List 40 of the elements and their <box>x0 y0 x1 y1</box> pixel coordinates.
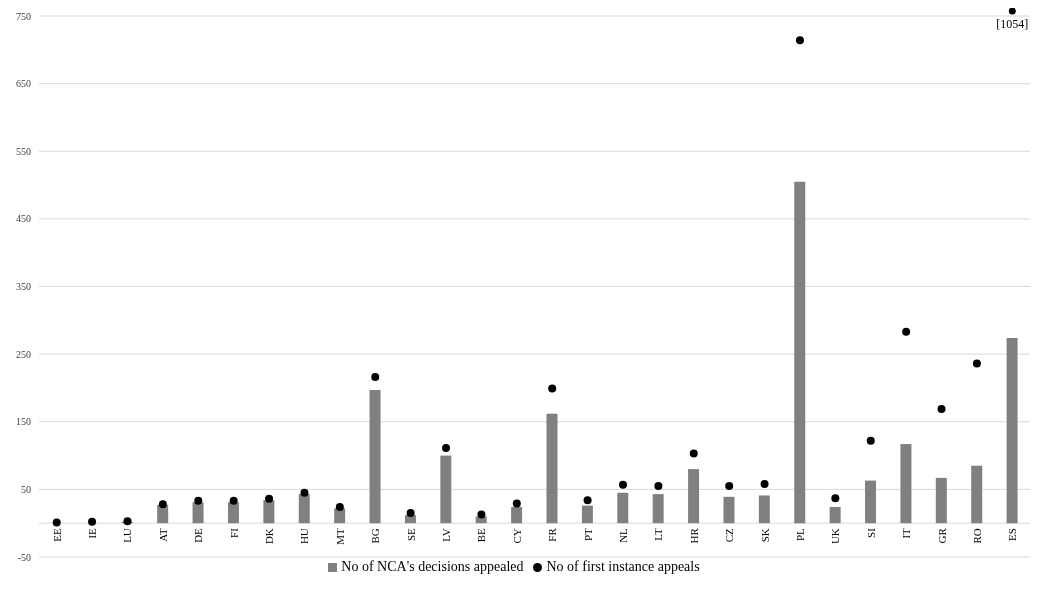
x-tick-label: MT <box>333 527 346 545</box>
x-tick-label: RO <box>970 528 983 544</box>
x-tick-label: DE <box>192 527 205 543</box>
x-tick-label: BG <box>369 528 382 544</box>
x-tick-label: SI <box>864 527 877 538</box>
y-tick-label: 50 <box>21 483 31 495</box>
x-tick-label: LV <box>440 528 453 542</box>
y-tick-label: 750 <box>16 10 31 22</box>
x-tick-label: PL <box>793 527 806 542</box>
x-tick-label: IE <box>86 527 99 539</box>
x-tick-label: SK <box>758 528 771 543</box>
y-tick-label: 550 <box>16 145 31 157</box>
y-tick-label: -50 <box>17 551 31 563</box>
x-tick-label: HU <box>298 528 311 545</box>
y-tick-label: 150 <box>16 416 31 428</box>
legend-label: No of NCA's decisions appealed <box>341 559 524 574</box>
x-tick-label: CZ <box>723 527 736 543</box>
y-tick-label: 450 <box>16 213 31 225</box>
y-tick-label: 650 <box>16 78 31 90</box>
x-tick-label: FR <box>546 527 559 542</box>
x-tick-label: BE <box>475 527 488 543</box>
x-tick-label: UK <box>829 528 842 545</box>
x-tick-label: DK <box>263 528 276 545</box>
x-tick-label: PT <box>581 527 594 542</box>
x-tick-label: SE <box>404 527 417 542</box>
x-tick-label: HR <box>687 527 700 544</box>
x-tick-label: NL <box>616 527 629 543</box>
x-tick-label: CY <box>510 528 523 544</box>
y-tick-label: 250 <box>16 348 31 360</box>
x-tick-label: FI <box>227 527 240 538</box>
legend-label: No of first instance appeals <box>546 559 700 574</box>
annotation: [1054] <box>996 17 1029 31</box>
x-tick-label: AT <box>156 527 169 542</box>
x-tick-label: ES <box>1006 528 1019 542</box>
x-tick-label: GR <box>935 527 948 544</box>
x-tick-label: LT <box>652 527 665 541</box>
x-tick-label: EE <box>50 527 63 542</box>
x-tick-label: LU <box>121 528 134 543</box>
y-tick-label: 350 <box>16 281 31 293</box>
x-tick-label: IT <box>900 527 913 539</box>
